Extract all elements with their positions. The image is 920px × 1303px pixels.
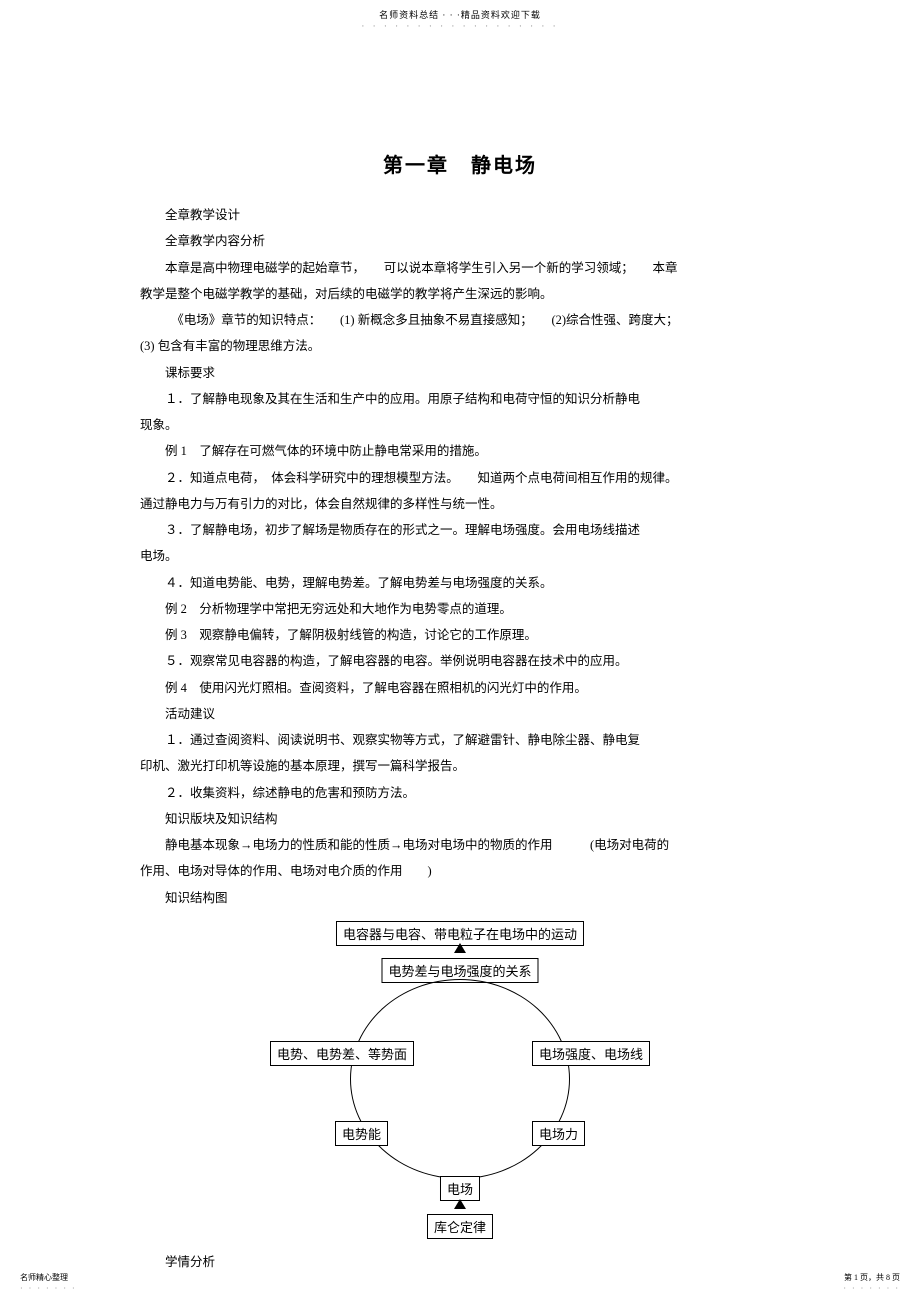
para: 例 2 分析物理学中常把无穷远处和大地作为电势零点的道理。 (140, 596, 780, 622)
header-text: 名师资料总结 · · ·精品资料欢迎下载 (379, 10, 541, 20)
last-section: 学情分析 (0, 1249, 920, 1275)
diagram-box-right-low: 电场力 (532, 1121, 585, 1146)
para: ２．知道点电荷， 体会科学研究中的理想模型方法。 知道两个点电荷间相互作用的规律… (140, 465, 780, 491)
para: 例 3 观察静电偏转，了解阴极射线管的构造，讨论它的工作原理。 (140, 622, 780, 648)
para: ３．了解静电场，初步了解场是物质存在的形式之一。理解电场强度。会用电场线描述 (140, 517, 780, 543)
para: 电场。 (140, 543, 780, 569)
para: 例 1 了解存在可燃气体的环境中防止静电常采用的措施。 (140, 438, 780, 464)
chapter-title: 第一章 静电场 (0, 149, 920, 178)
diagram-box-right-mid: 电场强度、电场线 (532, 1041, 650, 1066)
footer-dots-left: · · · · · · · (20, 1284, 77, 1293)
para: 教学是整个电磁学教学的基础，对后续的电磁学的教学将产生深远的影响。 (140, 281, 780, 307)
arrow-icon (454, 943, 466, 953)
diagram-box-bottom2: 库仑定律 (427, 1214, 493, 1239)
content-body: 全章教学设计 全章教学内容分析 本章是高中物理电磁学的起始章节， 可以说本章将学… (0, 202, 920, 911)
para: 例 4 使用闪光灯照相。查阅资料，了解电容器在照相机的闪光灯中的作用。 (140, 675, 780, 701)
para-last: 学情分析 (140, 1249, 780, 1275)
para: 知识结构图 (140, 885, 780, 911)
footer-right: 第 1 页，共 8 页 (844, 1272, 900, 1283)
para: 本章是高中物理电磁学的起始章节， 可以说本章将学生引入另一个新的学习领域； 本章 (140, 255, 780, 281)
para: １．了解静电现象及其在生活和生产中的应用。用原子结构和电荷守恒的知识分析静电 (140, 386, 780, 412)
para: 全章教学内容分析 (140, 228, 780, 254)
para: ２．收集资料，综述静电的危害和预防方法。 (140, 780, 780, 806)
para: (3) 包含有丰富的物理思维方法。 (140, 333, 780, 359)
knowledge-diagram: 电容器与电容、带电粒子在电场中的运动 电势差与电场强度的关系 电势、电势差、等势… (260, 921, 660, 1241)
arrow-icon (454, 1199, 466, 1209)
para: ５．观察常见电容器的构造，了解电容器的电容。举例说明电容器在技术中的应用。 (140, 648, 780, 674)
para: 静电基本现象→电场力的性质和能的性质→电场对电场中的物质的作用 (电场对电荷的 (140, 832, 780, 858)
para: 《电场》章节的知识特点： (1) 新概念多且抽象不易直接感知； (2)综合性强、… (140, 307, 780, 333)
para: 活动建议 (140, 701, 780, 727)
footer-dots-right: · · · · · · · (843, 1284, 900, 1293)
para: １．通过查阅资料、阅读说明书、观察实物等方式，了解避雷针、静电除尘器、静电复 (140, 727, 780, 753)
diagram-box-bottom1: 电场 (440, 1176, 480, 1201)
para: 通过静电力与万有引力的对比，体会自然规律的多样性与统一性。 (140, 491, 780, 517)
para: 印机、激光打印机等设施的基本原理，撰写一篇科学报告。 (140, 753, 780, 779)
para: 知识版块及知识结构 (140, 806, 780, 832)
para: 课标要求 (140, 360, 780, 386)
para: 作用、电场对导体的作用、电场对电介质的作用 ) (140, 858, 780, 884)
diagram-box-left-mid: 电势、电势差、等势面 (270, 1041, 414, 1066)
header-dots: · · · · · · · · · · · · · · · · · · (0, 21, 920, 31)
para: 现象。 (140, 412, 780, 438)
para: 全章教学设计 (140, 202, 780, 228)
diagram-box-left-low: 电势能 (335, 1121, 388, 1146)
footer-left: 名师精心整理 (20, 1272, 68, 1283)
para: ４．知道电势能、电势，理解电势差。了解电势差与电场强度的关系。 (140, 570, 780, 596)
diagram-circle (350, 979, 570, 1179)
page-header: 名师资料总结 · · ·精品资料欢迎下载 (0, 0, 920, 21)
